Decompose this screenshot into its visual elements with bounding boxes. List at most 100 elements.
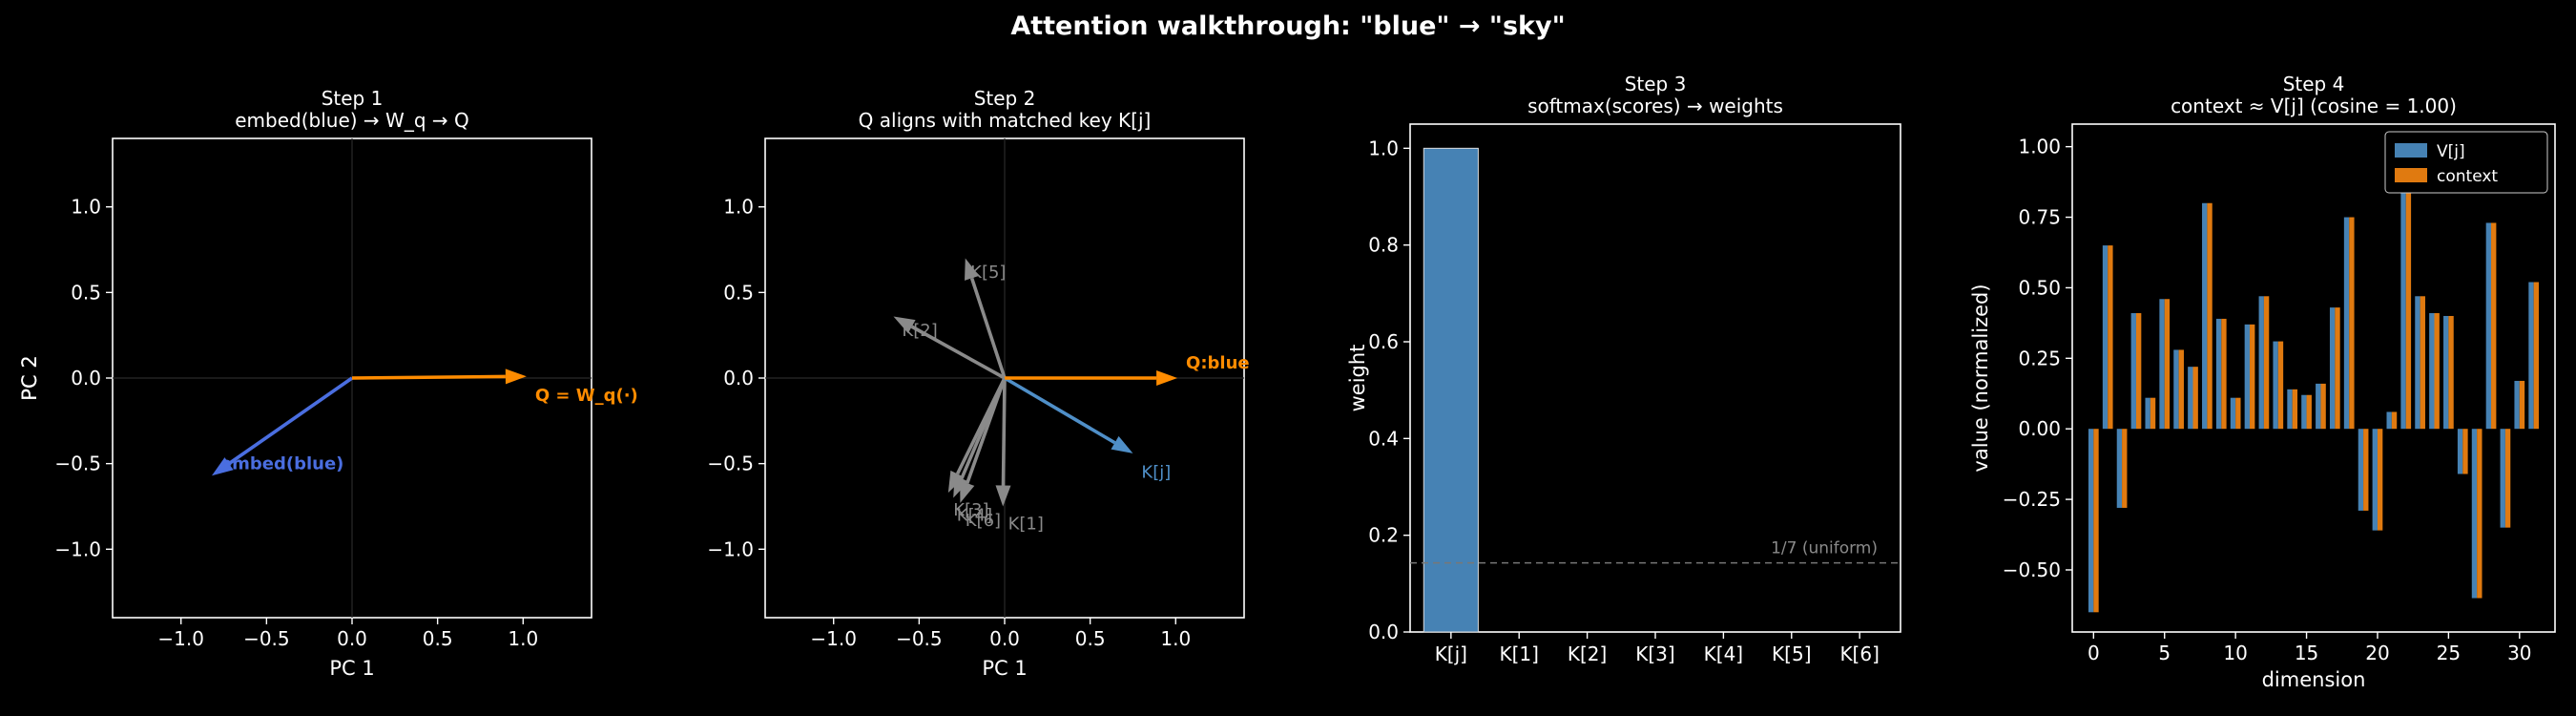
x-axis-label: dimension <box>2262 668 2366 691</box>
y-tick-label: 1.00 <box>2018 136 2061 158</box>
x-tick-label: 25 <box>2437 642 2461 664</box>
panel-subtitle-4: context ≈ V[j] (cosine = 1.00) <box>2171 95 2457 117</box>
panel-subtitle-2: Q aligns with matched key K[j] <box>859 109 1152 132</box>
x-tick-label: 10 <box>2223 642 2247 664</box>
panel-subtitle-3: softmax(scores) → weights <box>1527 95 1783 117</box>
bar-context <box>2391 411 2398 430</box>
x-tick-label: 30 <box>2507 642 2531 664</box>
vector-head-k-2 <box>893 316 916 334</box>
bar-context <box>2349 217 2355 430</box>
panel-title-3: Step 3 <box>1625 73 1687 95</box>
y-axis-label: PC 2 <box>18 355 41 400</box>
x-axis-label: PC 1 <box>329 657 374 680</box>
y-tick-label: 0.25 <box>2018 347 2061 369</box>
bar-context <box>2320 383 2326 430</box>
bar-v-j <box>2102 245 2109 430</box>
y-tick-label: 0.5 <box>723 281 754 304</box>
vector-label-k-1: K[1] <box>1008 514 1044 534</box>
bar-context <box>2093 429 2099 613</box>
vector-q-w-q <box>351 374 506 380</box>
bar-v-j <box>2471 429 2478 599</box>
x-tick-label: K[6] <box>1839 642 1879 665</box>
figure-title: Attention walkthrough: "blue" → "sky" <box>1010 11 1565 41</box>
axes-frame-4 <box>2071 123 2556 633</box>
bar-v-j <box>2316 383 2321 430</box>
bar-context <box>2108 245 2113 430</box>
y-tick-label: 0.0 <box>71 367 101 390</box>
x-axis-label: PC 1 <box>982 657 1027 680</box>
bar-context <box>2122 429 2128 508</box>
vector-label-k-j: K[j] <box>1141 463 1171 483</box>
bar-v-j <box>2088 429 2094 613</box>
legend-label: V[j] <box>2437 142 2465 161</box>
x-tick-label: 0.0 <box>989 627 1020 650</box>
bar-v-j <box>2514 380 2520 430</box>
bar-context <box>2434 313 2440 430</box>
vector-k-6 <box>966 377 1007 484</box>
y-tick-label: 0.0 <box>723 367 754 390</box>
bar-v-j <box>2372 429 2378 531</box>
y-tick-label: 1.0 <box>723 196 754 219</box>
vector-k-1 <box>1001 377 1007 486</box>
bar-v-j <box>2400 146 2406 430</box>
bar-v-j <box>2130 313 2136 430</box>
vector-k-2 <box>910 325 1006 380</box>
bar-context <box>2250 324 2255 430</box>
vector-embed-blue <box>228 376 354 466</box>
x-tick-label: 0.5 <box>423 627 453 650</box>
legend-label: context <box>2437 167 2498 186</box>
vector-label-q-blue: Q:blue <box>1186 353 1250 373</box>
bar-context <box>2519 380 2525 430</box>
bar-context <box>2335 307 2340 430</box>
y-tick-label: 1.0 <box>71 196 101 219</box>
vector-label-k-2: K[2] <box>902 321 937 341</box>
y-tick-label: −0.5 <box>707 453 754 475</box>
y-tick-label: −0.50 <box>2003 558 2061 581</box>
bar-context <box>2192 367 2198 430</box>
bar-v-j <box>2528 282 2534 430</box>
x-tick-label: 15 <box>2295 642 2318 664</box>
y-tick-label: 0.0 <box>1368 621 1399 643</box>
y-tick-label: 0.5 <box>71 281 101 304</box>
vector-label-k-4: K[4] <box>957 505 992 525</box>
bar-context <box>2448 315 2454 430</box>
bar-context <box>2292 389 2298 430</box>
y-tick-label: 0.4 <box>1368 427 1399 450</box>
bar-context <box>2235 397 2241 430</box>
bar-v-j <box>2188 367 2193 430</box>
bar-v-j <box>2230 397 2236 430</box>
bar-v-j <box>2287 389 2293 430</box>
bar-v-j <box>2159 299 2165 430</box>
bar-context <box>2263 296 2270 430</box>
vector-k-j <box>1004 376 1116 445</box>
bar-v-j <box>2301 394 2307 430</box>
vector-label-q-w-q: Q = W_q(·) <box>535 386 638 406</box>
bar-context <box>2462 429 2468 474</box>
vector-head-k-6 <box>960 480 975 503</box>
vector-label-k-5: K[5] <box>970 263 1006 283</box>
bar-context <box>2207 202 2212 430</box>
bar-context <box>2405 146 2412 430</box>
bar-context <box>2135 313 2142 430</box>
bar-context <box>2277 341 2284 430</box>
panel-title-2: Step 2 <box>974 87 1036 110</box>
weight-bar <box>1423 147 1479 633</box>
bar-context <box>2150 397 2156 430</box>
y-tick-label: 0.6 <box>1368 330 1399 353</box>
bar-context <box>2178 349 2184 430</box>
uniform-reference-label: 1/7 (uniform) <box>1771 539 1878 558</box>
x-tick-label: −0.5 <box>243 627 290 650</box>
bar-context <box>2306 394 2312 430</box>
x-tick-label: 1.0 <box>508 627 538 650</box>
bar-context <box>2533 282 2540 430</box>
bar-v-j <box>2429 313 2435 430</box>
vector-label-k-6: K[6] <box>966 511 1001 531</box>
y-tick-label: −1.0 <box>54 537 101 560</box>
x-tick-label: −0.5 <box>896 627 943 650</box>
step-2-panel: Step 2Q aligns with matched key K[j] −1.0… <box>18 87 1250 680</box>
x-tick-label: K[3] <box>1635 642 1674 665</box>
x-tick-label: 0.5 <box>1075 627 1106 650</box>
